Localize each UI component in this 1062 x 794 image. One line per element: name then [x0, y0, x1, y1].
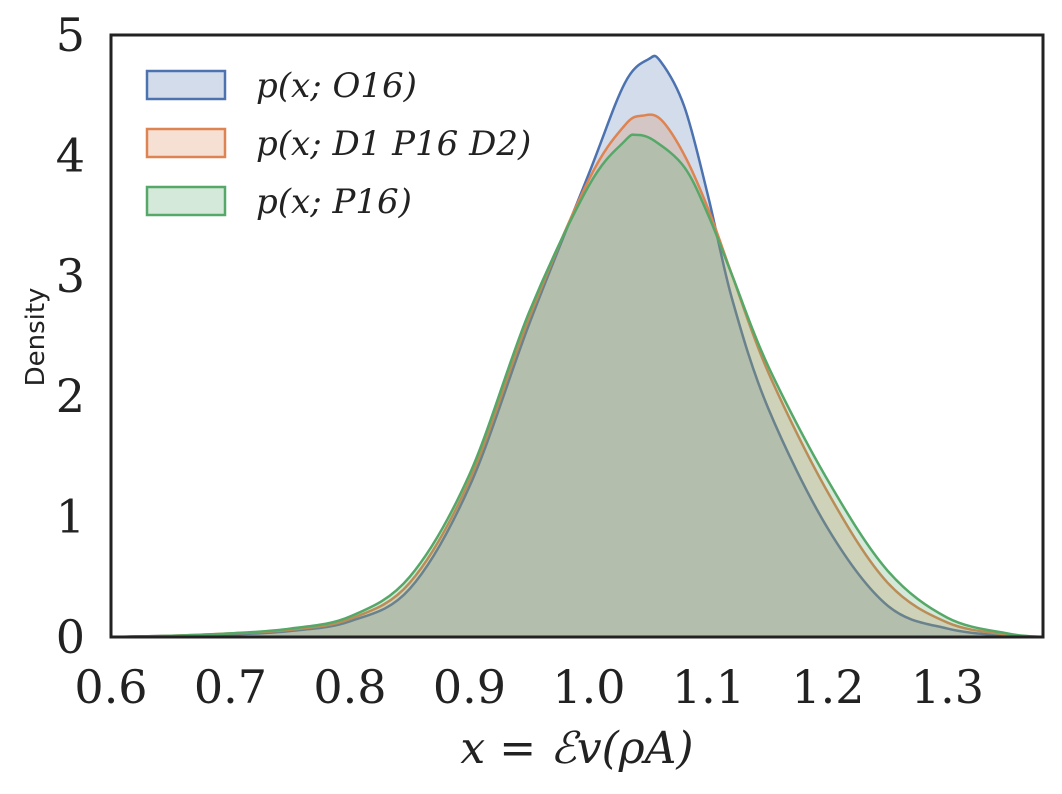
y-tick-label: 1	[56, 490, 85, 544]
legend-label-0: p(x; O16)	[256, 66, 417, 106]
x-axis-label-text: x = ℰv(ρA)	[460, 723, 693, 774]
series-area-1	[111, 114, 1043, 638]
y-axis: 0 1 2 3 4 5	[56, 8, 85, 664]
legend-swatch-2	[145, 185, 227, 217]
x-tick-label: 0.8	[313, 660, 386, 714]
series-area-2	[111, 134, 1043, 637]
series-line-1	[110, 113, 1044, 639]
legend-label-1: p(x; D1 P16 D2)	[256, 124, 531, 164]
x-tick-label: 0.7	[194, 660, 267, 714]
y-tick-label: 2	[56, 369, 85, 423]
legend: p(x; O16) p(x; D1 P16 D2) p(x; P16)	[145, 66, 531, 222]
series-area-0	[111, 55, 1043, 638]
x-axis: 0.6 0.7 0.8 0.9 1.0 1.1 1.2 1.3	[74, 660, 984, 714]
x-tick-label: 1.3	[911, 660, 984, 714]
legend-swatch-1	[145, 127, 227, 159]
series-line-2	[110, 133, 1044, 639]
legend-label-2: p(x; P16)	[256, 182, 412, 222]
y-tick-label: 0	[56, 610, 85, 664]
y-axis-label: Density	[21, 288, 51, 387]
x-tick-label: 1.1	[672, 660, 745, 714]
y-tick-label: 4	[56, 128, 85, 182]
x-tick-label: 1.2	[791, 660, 864, 714]
x-axis-label: x = ℰv(ρA)	[460, 723, 693, 774]
series-line-0	[110, 54, 1044, 639]
legend-swatch-0	[145, 69, 227, 101]
y-tick-label: 5	[56, 8, 85, 62]
x-tick-label: 1.0	[552, 660, 625, 714]
y-tick-label: 3	[56, 249, 85, 303]
x-tick-label: 0.6	[74, 660, 147, 714]
plot-frame	[109, 33, 1045, 639]
x-tick-label: 0.9	[433, 660, 506, 714]
series-layer	[110, 54, 1044, 639]
